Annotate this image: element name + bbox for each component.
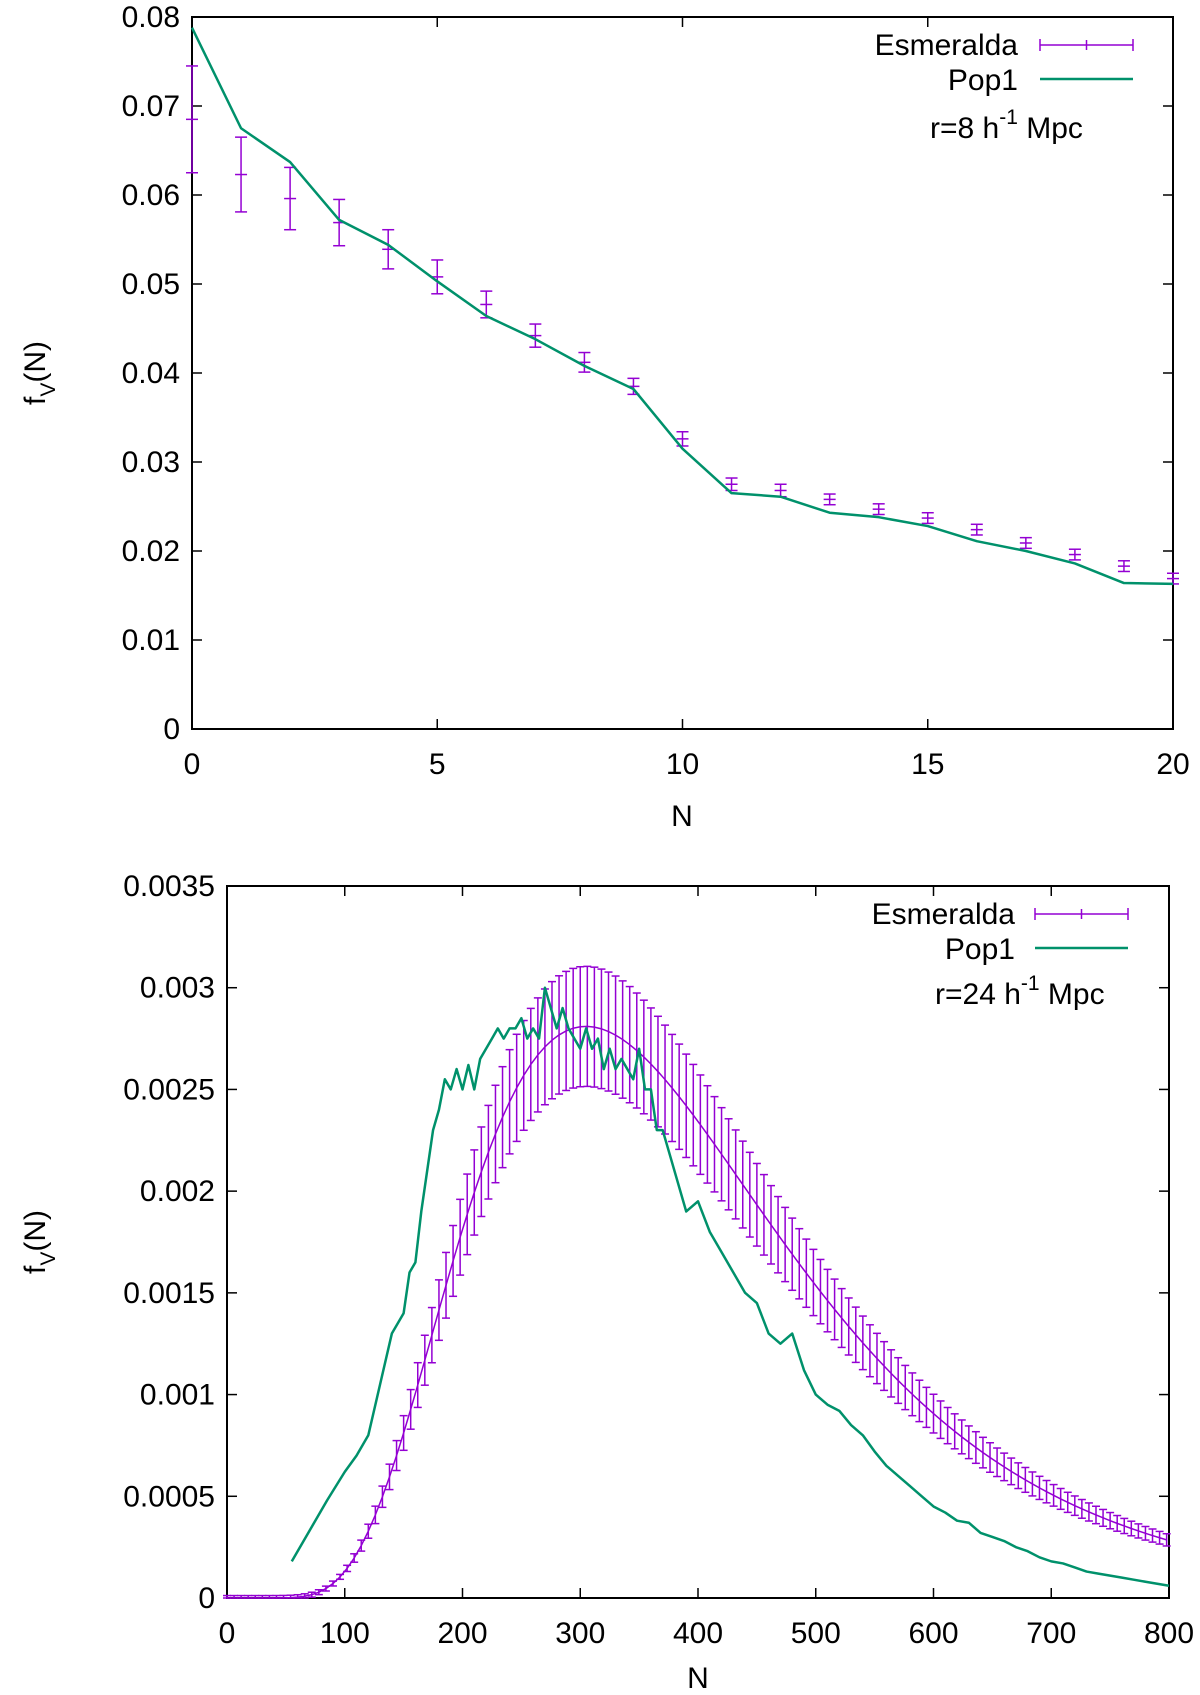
esmeralda-point [1019, 536, 1032, 550]
y-tick-label: 0.08 [122, 1, 180, 34]
y-axis-label-base: f [19, 396, 52, 405]
radius-annotation-sup: -1 [1021, 972, 1040, 995]
y-axis-label-sub: V [37, 383, 60, 397]
esmeralda-point [774, 483, 787, 498]
pop1-line [290, 986, 1170, 1588]
x-axis-label: N [671, 800, 693, 833]
legend-pop1-label: Pop1 [948, 64, 1018, 97]
pop1-line [190, 27, 1174, 586]
x-tick-label: 15 [911, 748, 944, 781]
y-tick-label: 0.04 [122, 357, 180, 390]
esmeralda-errorbars [223, 965, 1171, 1599]
x-tick-label: 0 [219, 1617, 236, 1650]
esmeralda-point [235, 136, 248, 213]
y-tick-label: 0.05 [122, 268, 180, 301]
y-tick-label: 0.0015 [123, 1277, 215, 1310]
esmeralda-point [676, 430, 689, 447]
x-tick-label: 600 [908, 1617, 958, 1650]
y-tick-label: 0.06 [122, 179, 180, 212]
y-tick-label: 0.07 [122, 90, 180, 123]
esmeralda-point [529, 323, 542, 348]
radius-annotation-sup: -1 [999, 106, 1018, 129]
radius-annotation-tail: Mpc [1040, 978, 1105, 1011]
legend: Esmeralda Pop1 [875, 29, 1134, 97]
x-tick-label: 300 [555, 1617, 605, 1650]
pop1-polyline [290, 986, 1170, 1588]
chart-top-r8: 0 5 10 15 20 0 0.01 0.02 0.03 0.04 0.05 0.06 0.07 0.0… [19, 1, 1190, 833]
y-tick-label: 0.003 [140, 972, 215, 1005]
y-axis-label: fV(N) [19, 341, 60, 405]
y-axis-label-tail: (N) [19, 341, 52, 383]
legend-esmeralda-swatch [1039, 39, 1134, 51]
y-tick-label: 0.01 [122, 624, 180, 657]
x-tick-label: 0 [184, 748, 201, 781]
x-tick-label: 400 [673, 1617, 723, 1650]
esmeralda-point [970, 523, 983, 536]
esmeralda-point [186, 65, 198, 174]
esmeralda-mean-line [227, 1025, 1167, 1599]
axis-ticks: 0 100 200 300 400 500 600 700 800 0 0.0005 0.001 0.0… [123, 870, 1194, 1650]
y-axis-label-base: f [19, 1265, 52, 1274]
y-tick-label: 0.0035 [123, 870, 215, 903]
y-axis-label: fV(N) [19, 1210, 60, 1274]
x-tick-label: 700 [1026, 1617, 1076, 1650]
y-tick-label: 0.002 [140, 1175, 215, 1208]
esmeralda-point [1167, 572, 1179, 585]
y-tick-label: 0.0025 [123, 1073, 215, 1106]
legend-esmeralda-swatch [1034, 908, 1129, 920]
x-tick-label: 800 [1144, 1617, 1194, 1650]
x-axis-label: N [687, 1662, 709, 1695]
y-tick-label: 0 [163, 713, 180, 746]
legend-esmeralda-label: Esmeralda [875, 29, 1019, 62]
y-axis-label-sub: V [37, 1252, 60, 1266]
radius-annotation-base: r=24 h [935, 978, 1021, 1011]
radius-annotation: r=8 h-1 Mpc [930, 106, 1083, 145]
esmeralda-point [284, 166, 297, 231]
radius-annotation-base: r=8 h [930, 112, 999, 145]
radius-annotation: r=24 h-1 Mpc [935, 972, 1105, 1011]
legend: Esmeralda Pop1 [872, 898, 1129, 966]
x-tick-label: 500 [791, 1617, 841, 1650]
y-axis-label-tail: (N) [19, 1210, 52, 1252]
pop1-polyline [190, 27, 1174, 586]
y-tick-label: 0.0005 [123, 1480, 215, 1513]
radius-annotation-tail: Mpc [1018, 112, 1083, 145]
esmeralda-point [1117, 560, 1130, 573]
esmeralda-point [480, 290, 493, 319]
y-tick-label: 0.03 [122, 446, 180, 479]
esmeralda-point [382, 228, 395, 270]
x-tick-label: 100 [320, 1617, 370, 1650]
esmeralda-point [823, 493, 836, 506]
legend-pop1-label: Pop1 [945, 933, 1015, 966]
x-tick-label: 5 [429, 748, 446, 781]
chart-bottom-r24: 0 100 200 300 400 500 600 700 800 0 0.0005 0.001 0.0… [19, 870, 1194, 1695]
y-tick-label: 0.02 [122, 535, 180, 568]
legend-esmeralda-label: Esmeralda [872, 898, 1016, 931]
esmeralda-point [1068, 548, 1081, 561]
y-tick-label: 0 [198, 1582, 215, 1615]
x-tick-label: 20 [1156, 748, 1189, 781]
y-tick-label: 0.001 [140, 1379, 215, 1412]
esmeralda-point [872, 503, 885, 516]
esmeralda-errorbars [186, 65, 1179, 585]
x-tick-label: 10 [666, 748, 699, 781]
axis-ticks: 0 5 10 15 20 0 0.01 0.02 0.03 0.04 0.05 0.06 0.07 0.0… [122, 1, 1190, 781]
x-tick-label: 200 [437, 1617, 487, 1650]
esmeralda-point [921, 511, 934, 525]
